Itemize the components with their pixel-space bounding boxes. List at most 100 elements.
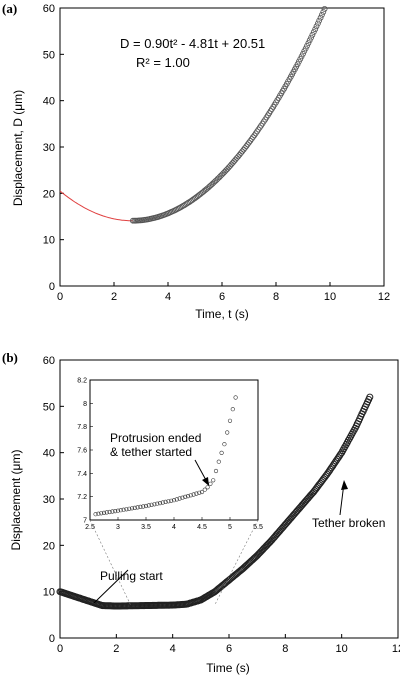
inset-data-point [169,498,174,503]
panel-a-y-tick-label: 40 [43,96,55,108]
panel-b-inset: 2.5 3 3.5 4 4.5 5 5.5 7 7.2 7.4 7.6 7.8 8 8.2 Protrusi… [77,378,263,605]
inset-data-point [152,502,157,507]
inset-data-point [143,503,149,509]
inset-data-point [177,496,182,501]
panel-a-data-point [241,145,248,151]
panel-a-data-point [313,23,320,30]
panel-b-x-tick-label: 2 [113,643,119,655]
panel-a-y-tick-label: 60 [43,3,55,15]
inset-y-tick-label: 8 [83,401,87,408]
inset-x-tick-label: 2.5 [85,524,95,531]
panel-a-data-point [321,5,328,12]
inset-y-tick-label: 7 [83,518,87,525]
inset-y-tick-label: 7.2 [77,494,87,501]
inset-data-point [163,499,168,505]
panel-a-label: (a) [2,1,17,16]
inset-data-point [135,505,140,510]
panel-a-x-tick-label: 8 [273,291,279,303]
panel-a-data-point [223,167,229,174]
panel-a-x-tick-label: 2 [111,291,117,303]
panel-a-data-point [224,165,231,172]
inset-zoom-line-left [89,519,131,605]
panel-b-y-axis-label: Displacement (μm) [9,450,23,551]
inset-x-tick-label: 4 [172,524,176,531]
panel-a-data-point [312,26,319,33]
inset-data-point [197,490,202,495]
tether-broken-arrowhead [341,480,348,490]
panel-a-data-point [300,50,306,57]
inset-data-point [96,511,101,516]
inset-data-point [227,418,233,423]
inset-data-point [110,509,115,514]
inset-x-tick-label: 5.5 [253,524,263,531]
panel-a-fit-curve [59,190,133,222]
panel-b-y-tick-label: 60 [43,355,55,367]
inset-data-point [202,487,207,492]
panel-a: (a) 0 2 4 6 8 10 12 0 10 20 30 40 50 60 D = 0.90t² - … [2,1,390,321]
inset-data-point [101,510,107,516]
inset-data-point [138,504,143,510]
inset-data-point [211,478,216,483]
panel-b-x-tick-label: 8 [282,643,288,655]
inset-data-point [157,501,163,506]
panel-b-y-tick-label: 20 [43,540,55,552]
panel-b-ticks: 0 2 4 6 8 10 12 0 10 20 30 40 50 60 [43,355,400,655]
inset-data-point [129,506,135,511]
tether-broken-annotation: Tether broken [312,516,385,530]
panel-a-data-point [246,139,252,146]
inset-data-point [230,407,235,412]
panel-a-data-point [317,14,324,21]
panel-a-equation: D = 0.90t² - 4.81t + 20.51 [120,36,265,51]
inset-data-point [107,509,112,515]
panel-a-data-point [308,34,315,41]
inset-data-point [174,497,179,502]
panel-a-data-point [318,11,325,18]
panel-a-data-point [227,162,234,169]
panel-a-y-axis-label: Displacement, D (μm) [11,90,25,206]
panel-a-data-points [129,5,328,224]
panel-b: (b) 0 2 4 6 8 10 12 0 10 20 30 40 50 60 2.5 3 3.5 4 4.5 5 5… [2,350,400,675]
inset-data-point [166,499,171,504]
panel-b-x-axis-label: Time (s) [206,661,250,675]
inset-data-point [93,512,98,517]
inset-data-point [141,504,146,509]
panel-a-data-point [320,8,327,15]
panel-a-x-tick-label: 0 [57,291,63,303]
panel-b-x-tick-label: 10 [336,643,348,655]
panel-a-x-tick-label: 4 [165,291,171,303]
panel-b-data-point [337,450,344,458]
panel-a-data-point [243,143,250,150]
panel-a-data-point [228,161,235,168]
inset-y-tick-label: 7.8 [77,424,87,431]
inset-data-point [160,500,165,505]
panel-b-y-tick-label: 40 [43,448,55,460]
panel-b-y-tick-label: 30 [43,494,55,506]
inset-data-point [146,503,151,508]
inset-y-tick-label: 7.6 [77,448,87,455]
panel-a-data-point [225,164,232,171]
panel-b-x-tick-label: 0 [57,643,63,655]
panel-b-data-points [56,393,374,610]
inset-annotation-arrow [194,459,208,483]
panel-a-data-point [316,17,323,24]
inset-annotation-line: & tether started [110,445,192,459]
inset-data-point [216,459,221,464]
panel-a-data-point [306,37,313,44]
inset-data-point [191,492,196,497]
inset-data-point [121,507,126,512]
inset-data-point [118,508,123,513]
panel-b-data-point [366,393,374,401]
pulling-start-arrow [93,569,129,604]
panel-a-r-squared: R² = 1.00 [136,55,190,70]
panel-b-y-tick-label: 50 [43,401,55,413]
panel-b-x-tick-label: 12 [392,643,400,655]
inset-annotation-line: Protrusion ended [110,431,201,445]
inset-data-point [213,468,219,474]
inset-x-tick-label: 3.5 [141,524,151,531]
panel-b-y-tick-label: 10 [43,587,55,599]
inset-data-point [149,502,154,507]
panel-b-label: (b) [2,350,18,365]
inset-data-point [199,489,205,495]
panel-a-y-tick-label: 0 [49,281,55,293]
